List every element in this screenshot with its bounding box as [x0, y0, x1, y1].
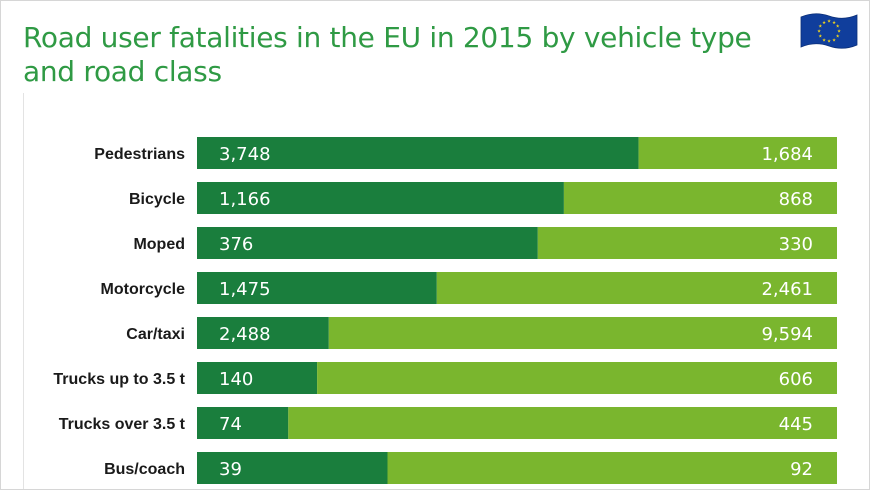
bar-segment-dark — [197, 182, 564, 214]
value-label-dark: 3,748 — [219, 144, 271, 165]
flag-star: ★ — [822, 20, 826, 25]
divider — [23, 93, 24, 489]
flag-star: ★ — [817, 29, 821, 34]
category-label: Bus/coach — [104, 461, 185, 478]
flag-star: ★ — [818, 24, 822, 29]
bar-segment-light — [537, 227, 837, 259]
category-label: Pedestrians — [94, 146, 185, 163]
value-label-light: 9,594 — [761, 324, 813, 345]
bar-segment-light — [328, 317, 837, 349]
value-label-dark: 2,488 — [219, 324, 271, 345]
bar-segment-light — [288, 407, 837, 439]
flag-star: ★ — [822, 37, 826, 42]
bar-segment-light — [436, 272, 837, 304]
value-label-dark: 140 — [219, 369, 253, 390]
value-label-light: 2,461 — [761, 279, 813, 300]
bar-segment-dark — [197, 137, 639, 169]
flag-star: ★ — [827, 19, 831, 24]
value-label-light: 1,684 — [761, 144, 813, 165]
bar-segment-dark — [197, 272, 437, 304]
category-label: Car/taxi — [126, 326, 185, 343]
bar-segment-light — [563, 182, 837, 214]
value-label-light: 92 — [790, 459, 813, 480]
flag-star: ★ — [818, 34, 822, 39]
value-label-light: 868 — [779, 189, 813, 210]
bar-segment-dark — [197, 227, 538, 259]
category-label: Motorcycle — [101, 281, 186, 298]
flag-star: ★ — [827, 39, 831, 44]
bar-segment-dark — [197, 317, 329, 349]
category-label: Trucks up to 3.5 t — [53, 371, 185, 388]
eu-flag-icon: ★ ★★★★★★★★★★★ — [800, 13, 858, 49]
category-label: Trucks over 3.5 t — [59, 416, 186, 433]
chart-title: Road user fatalities in the EU in 2015 b… — [23, 21, 752, 88]
bar-segment-dark — [197, 362, 318, 394]
bar-segment-light — [317, 362, 838, 394]
value-label-dark: 39 — [219, 459, 242, 480]
bar-segment-light — [638, 137, 837, 169]
value-label-dark: 376 — [219, 234, 253, 255]
value-label-dark: 1,166 — [219, 189, 271, 210]
category-label: Bicycle — [129, 191, 185, 208]
flag-star: ★ — [832, 20, 836, 25]
flag-star: ★ — [836, 34, 840, 39]
flag-star: ★ — [832, 37, 836, 42]
value-label-dark: 74 — [219, 414, 242, 435]
bar-segment-dark — [197, 407, 289, 439]
value-label-light: 445 — [779, 414, 813, 435]
bar-segment-light — [387, 452, 837, 484]
value-label-light: 330 — [779, 234, 813, 255]
flag-star: ★ — [836, 24, 840, 29]
flag-star: ★ — [837, 29, 841, 34]
category-label: Moped — [133, 236, 185, 253]
value-label-dark: 1,475 — [219, 279, 271, 300]
value-label-light: 606 — [779, 369, 813, 390]
bar-segment-dark — [197, 452, 388, 484]
